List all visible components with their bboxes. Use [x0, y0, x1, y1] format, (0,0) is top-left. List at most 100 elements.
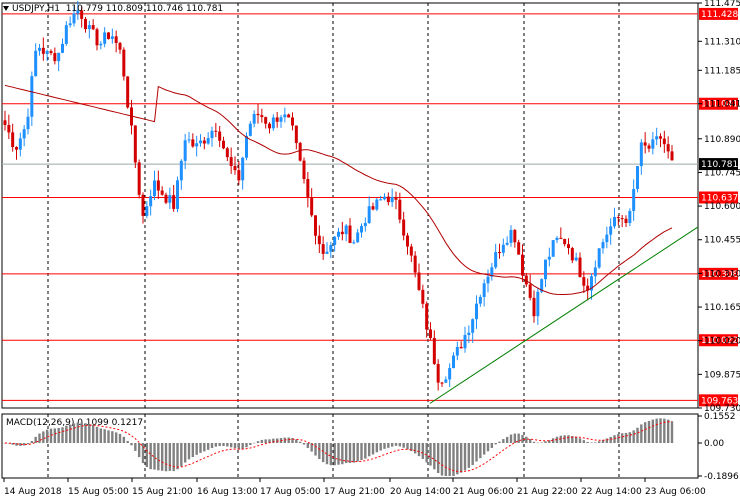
- candle-bear: [666, 144, 670, 152]
- candle-bull: [551, 240, 555, 257]
- macd-bar: [341, 443, 344, 465]
- macd-bar: [61, 427, 64, 444]
- macd-bar: [532, 441, 536, 444]
- candle-bear: [53, 53, 57, 62]
- macd-bar: [306, 443, 310, 448]
- macd-bar: [640, 424, 643, 444]
- macd-signal-line: [4, 421, 673, 473]
- x-axis: 14 Aug 2018 15 Aug 05:00 15 Aug 21:00 16 Au…: [3, 478, 706, 497]
- candle-bull: [486, 276, 490, 284]
- candle-bear: [191, 139, 195, 147]
- macd-bar: [229, 443, 233, 448]
- macd-bar: [176, 443, 179, 470]
- candle-bear: [440, 382, 444, 384]
- macd-bar: [352, 443, 356, 463]
- macd-y-tick-label: -0.1896: [704, 472, 739, 482]
- candle-bull: [30, 76, 34, 117]
- candle-bear: [314, 215, 317, 236]
- macd-bar: [486, 443, 490, 452]
- ohlc-values: 110.779 110.809 110.746 110.781: [65, 4, 224, 14]
- macd-bar: [249, 443, 252, 446]
- macd-bar: [367, 443, 371, 457]
- candle-bear: [310, 197, 314, 216]
- dropdown-triangle-icon[interactable]: [3, 6, 9, 11]
- candle-bull: [176, 180, 179, 209]
- macd-bar: [613, 435, 616, 444]
- macd-bar: [590, 442, 593, 444]
- macd-bar: [130, 443, 133, 446]
- macd-bar: [582, 440, 586, 444]
- current-price-label: 110.781: [701, 160, 738, 170]
- candle-bear: [41, 47, 45, 54]
- macd-bar: [670, 421, 674, 444]
- macd-bar: [390, 443, 394, 447]
- macd-bar: [42, 431, 45, 444]
- candle-bull: [337, 231, 340, 237]
- macd-bar: [268, 439, 271, 444]
- candle-bear: [298, 142, 302, 161]
- y-tick-label: 110.310: [704, 269, 740, 279]
- level-tag: [699, 334, 738, 347]
- macd-bar: [571, 436, 574, 444]
- macd-bar: [111, 431, 114, 444]
- moving-average-line: [4, 84, 673, 295]
- macd-bar: [540, 442, 543, 444]
- candle-bear: [517, 242, 521, 255]
- macd-bar: [153, 443, 156, 470]
- macd-bar: [218, 443, 221, 447]
- candle-bear: [156, 180, 160, 191]
- candle-bear: [394, 196, 398, 200]
- candle-bull: [199, 140, 202, 144]
- macd-bar: [45, 429, 49, 444]
- candle-bear: [126, 76, 130, 108]
- current-price-tag: [699, 158, 738, 171]
- macd-bar: [651, 419, 655, 444]
- macd-bar: [502, 439, 505, 444]
- macd-bar: [433, 443, 436, 470]
- macd-bar: [134, 443, 137, 451]
- candle-bear: [586, 285, 590, 291]
- candle-bull: [463, 335, 467, 349]
- macd-bar: [413, 443, 417, 454]
- macd-bar: [360, 443, 363, 461]
- macd-bar: [84, 423, 87, 444]
- candle-bull: [536, 291, 540, 317]
- chart-title: USDJPY,H1 110.779 110.809 110.746 110.78…: [3, 4, 223, 14]
- macd-bar: [371, 443, 375, 455]
- y-axis: 111.475 111.310 111.185 111.041 110.890 110.7…: [698, 0, 740, 414]
- candle-bull: [145, 206, 149, 216]
- macd-bar: [456, 443, 459, 475]
- x-tick-label: 21 Aug 22:00: [517, 487, 578, 497]
- macd-bar: [348, 443, 352, 463]
- candle-bull: [68, 23, 72, 26]
- candle-bear: [513, 229, 517, 243]
- macd-bar: [149, 443, 152, 470]
- macd-bar: [34, 436, 37, 444]
- candle-bull: [110, 36, 114, 39]
- candle-bear: [287, 114, 291, 118]
- candle-bull: [509, 229, 513, 243]
- y-tick-label: 111.475: [704, 0, 740, 9]
- macd-bar: [356, 443, 359, 462]
- candle-bull: [103, 32, 107, 44]
- macd-bar: [38, 433, 41, 444]
- candle-bear: [80, 10, 84, 19]
- macd-bar: [444, 443, 448, 476]
- level-label: 110.022: [701, 336, 738, 346]
- macd-bar: [666, 419, 670, 444]
- level-label: 110.308: [701, 270, 738, 280]
- candle-bear: [521, 254, 524, 276]
- macd-bar: [206, 443, 210, 450]
- candle-bear: [11, 132, 15, 148]
- candle-bull: [471, 319, 475, 333]
- candle-bear: [371, 206, 375, 210]
- y-tick-label: 110.455: [704, 236, 740, 246]
- candle-bull: [505, 242, 509, 245]
- macd-bar: [95, 426, 99, 444]
- moving-average: [4, 84, 673, 295]
- candle-bear: [425, 303, 429, 330]
- trend-line-green: [429, 226, 699, 404]
- candle-bull: [99, 43, 103, 46]
- macd-bar: [272, 438, 275, 444]
- level-label: 111.041: [701, 100, 738, 110]
